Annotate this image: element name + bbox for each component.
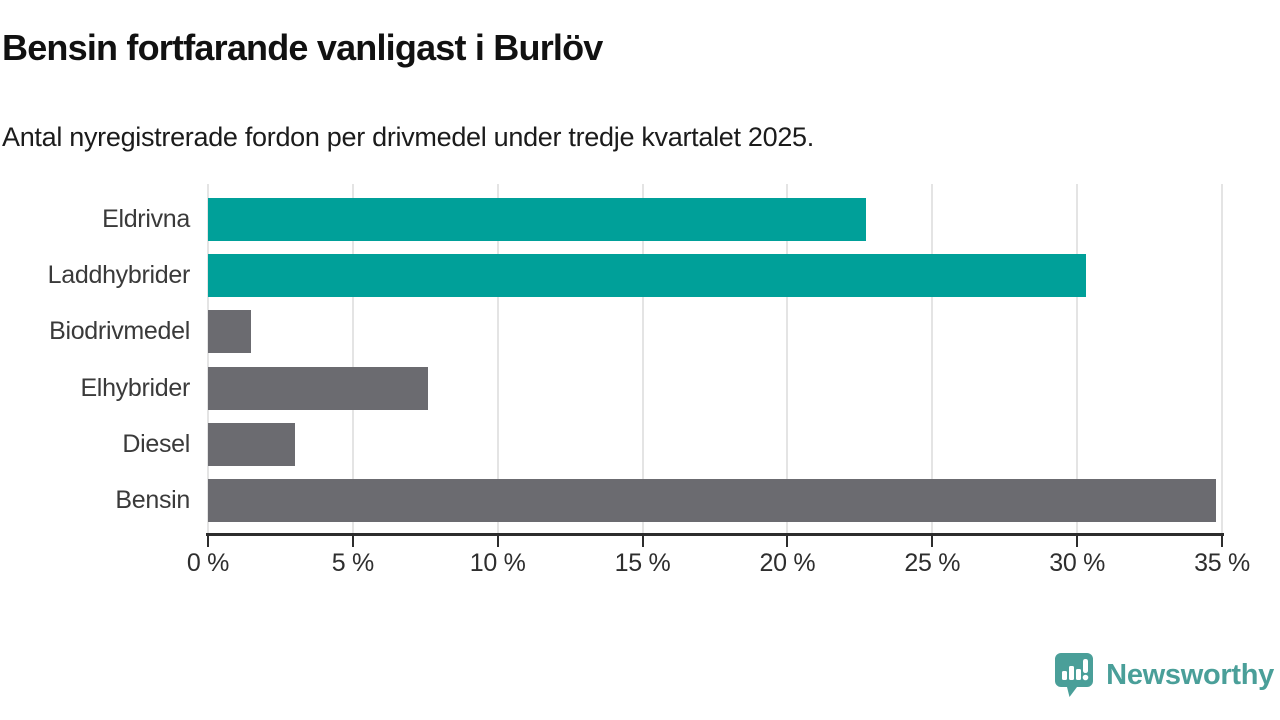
- chart-subtitle: Antal nyregistrerade fordon per drivmede…: [2, 122, 814, 152]
- gridline: [931, 184, 934, 533]
- x-axis-tick-label: 20 %: [759, 549, 816, 577]
- x-axis-tick: [1076, 536, 1079, 547]
- x-axis-tick-label: 10 %: [469, 549, 526, 577]
- bar-elhybrider: [208, 367, 429, 410]
- gridline: [1221, 184, 1223, 533]
- x-axis-tick: [351, 536, 354, 547]
- bar-eldrivna: [208, 198, 866, 241]
- x-axis-tick: [786, 536, 789, 547]
- gridline: [351, 184, 354, 533]
- x-axis-tick: [496, 536, 499, 547]
- newsworthy-logo-icon: [1054, 652, 1094, 698]
- category-label-laddhybrider: Laddhybrider: [47, 261, 191, 289]
- gridline: [786, 184, 789, 533]
- x-axis-tick-label: 35 %: [1194, 549, 1250, 577]
- bar-biodrivmedel: [208, 310, 252, 353]
- category-label-biodrivmedel: Biodrivmedel: [49, 317, 190, 345]
- category-label-bensin: Bensin: [115, 486, 190, 514]
- x-axis-tick: [1221, 536, 1223, 547]
- category-label-diesel: Diesel: [122, 430, 190, 458]
- x-axis-tick: [207, 536, 209, 547]
- x-axis-tick-label: 30 %: [1049, 549, 1106, 577]
- bar-diesel: [208, 423, 295, 466]
- x-axis-tick-label: 25 %: [904, 549, 961, 577]
- x-axis-tick-label: 15 %: [614, 549, 671, 577]
- x-axis-tick-label: 0 %: [186, 549, 230, 577]
- gridline: [207, 184, 209, 533]
- x-axis-tick: [931, 536, 934, 547]
- bar-bensin: [208, 479, 1217, 522]
- gridline: [641, 184, 644, 533]
- bar-laddhybrider: [208, 254, 1086, 297]
- gridline: [496, 184, 499, 533]
- x-axis-line: [206, 533, 1224, 536]
- brand-link[interactable]: Newsworthy: [1054, 652, 1274, 698]
- brand-name: Newsworthy: [1106, 658, 1274, 691]
- chart-title: Bensin fortfarande vanligast i Burlöv: [2, 27, 603, 68]
- x-axis-tick: [641, 536, 644, 547]
- category-label-eldrivna: Eldrivna: [102, 205, 190, 233]
- gridline: [1076, 184, 1079, 533]
- x-axis-tick-label: 5 %: [331, 549, 374, 577]
- category-label-elhybrider: Elhybrider: [80, 374, 190, 402]
